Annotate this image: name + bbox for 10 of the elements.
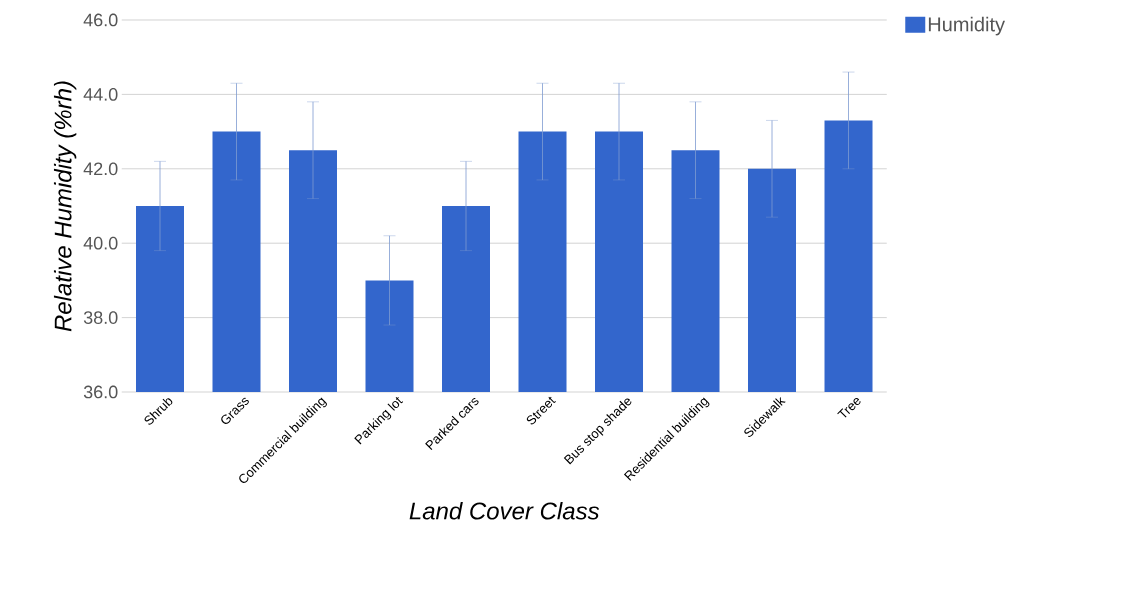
y-tick-label: 36.0 xyxy=(83,385,118,399)
x-tick-label: Tree xyxy=(837,398,861,418)
legend-label: Humidity xyxy=(928,16,1005,36)
y-tick-label: 40.0 xyxy=(83,236,118,250)
y-tick-label: 42.0 xyxy=(83,162,118,176)
y-tick-label: 46.0 xyxy=(83,13,118,27)
y-tick-label: 38.0 xyxy=(83,311,118,324)
y-tick-label: 44.0 xyxy=(83,88,118,101)
x-axis-title: Land Cover Class xyxy=(409,501,600,520)
y-axis-title: Relative Humidity (%rh) xyxy=(53,81,77,332)
